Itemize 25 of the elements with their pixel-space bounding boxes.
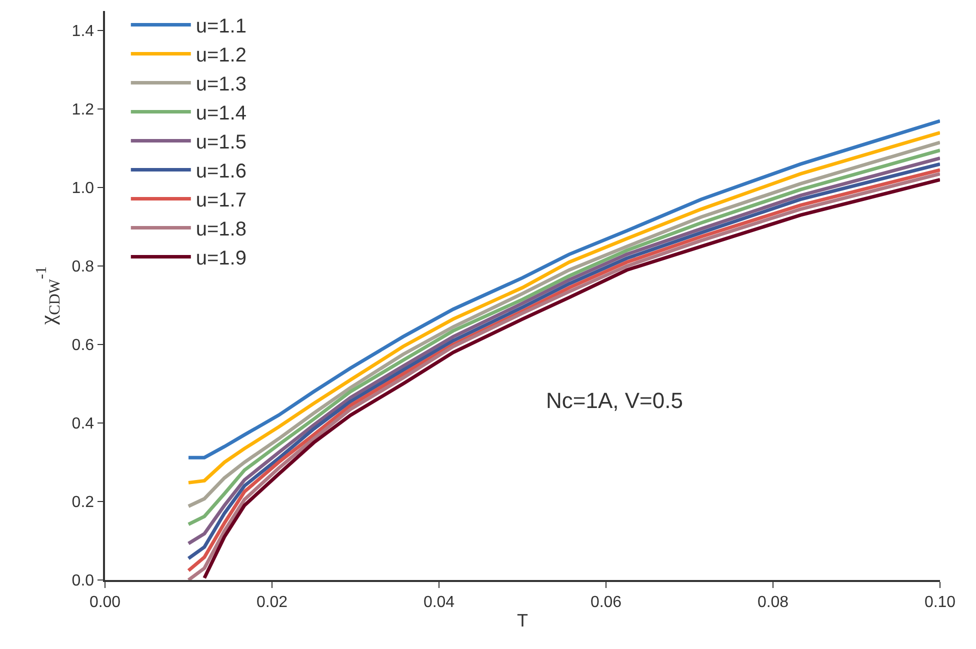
x-tick-label: 0.08	[757, 594, 789, 611]
x-tick-label: 0.06	[590, 594, 622, 611]
y-tick-label: 1.4	[72, 23, 94, 40]
x-tick-label: 0.04	[423, 594, 455, 611]
legend-label: u=1.3	[196, 74, 246, 96]
y-tick-label: 1.0	[72, 180, 94, 198]
y-tick-label: 1.2	[72, 102, 94, 119]
legend-label: u=1.2	[196, 44, 246, 67]
legend-label: u=1.9	[196, 248, 246, 270]
legend-label: u=1.4	[196, 102, 246, 125]
y-tick-label: 0.8	[72, 258, 94, 276]
legend-label: u=1.6	[196, 160, 246, 183]
legend-label: u=1.5	[196, 132, 246, 154]
x-axis-title: T	[517, 610, 528, 631]
y-tick-label: 0.4	[72, 416, 94, 433]
legend-label: u=1.1	[196, 16, 246, 38]
legend-label: u=1.7	[196, 190, 246, 212]
x-tick-label: 0.10	[924, 594, 956, 611]
y-tick-label: 0.0	[72, 572, 94, 590]
legend-label: u=1.8	[196, 218, 246, 241]
x-tick-label: 0.00	[89, 594, 121, 611]
y-tick-label: 0.2	[72, 494, 94, 512]
annotation: Nc=1A, V=0.5	[546, 388, 683, 413]
y-tick-label: 0.6	[72, 337, 94, 354]
x-tick-label: 0.02	[256, 594, 288, 611]
